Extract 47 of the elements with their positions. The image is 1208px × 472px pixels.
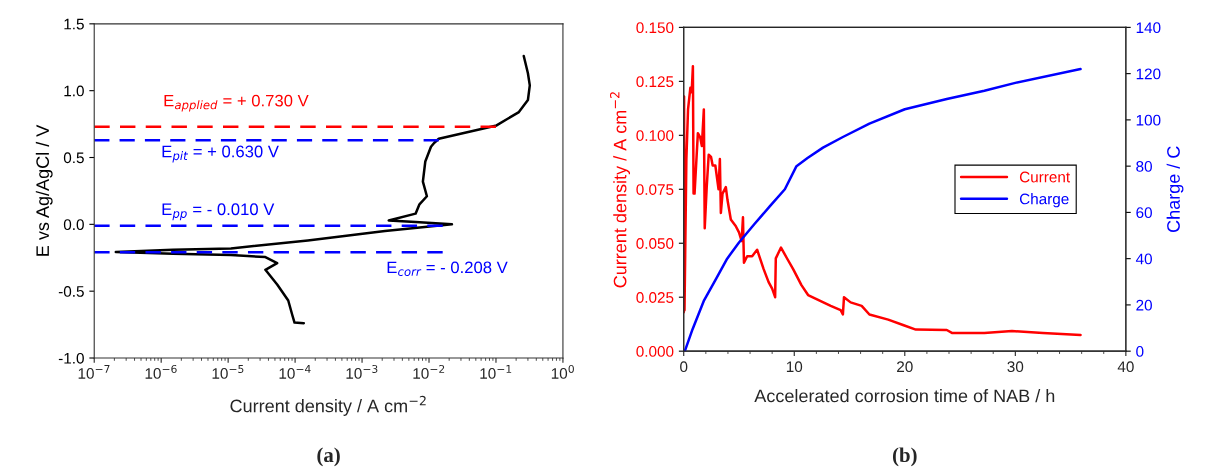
y2-tick-label: 80 xyxy=(1136,161,1152,172)
x-tick-label: 10$^{−6}$ xyxy=(145,364,177,379)
annotation: E$_{pp}$ = - 0.010 V xyxy=(162,203,275,221)
y-tick-label: 1.5 xyxy=(64,18,84,30)
y-tick-label: 0.050 xyxy=(636,238,674,249)
y2-axis-title: Charge / C xyxy=(1166,146,1184,233)
y-axis-title: Current density / A cm$^{−2}$ xyxy=(610,92,631,288)
text: (a) xyxy=(317,447,340,467)
x-tick-label: 10$^{−4}$ xyxy=(279,365,311,379)
y-tick-label: 0.0 xyxy=(63,219,84,231)
y-tick-label: 0.125 xyxy=(636,76,674,88)
x-tick-label: 10$^{−1}$ xyxy=(480,365,512,379)
y2-tick-label: 20 xyxy=(1136,299,1152,311)
y-axis-title: E vs Ag/AgCl / V xyxy=(35,124,53,256)
y-tick-label: 0.075 xyxy=(636,184,674,195)
x-tick-label: 10$^{−2}$ xyxy=(413,364,445,379)
y-tick-label: 0.5 xyxy=(63,152,84,164)
y2-tick-label: 40 xyxy=(1135,253,1152,265)
y2-tick-label: 120 xyxy=(1136,68,1161,80)
x-axis-title: Current density / A cm$^{−2}$ xyxy=(230,395,426,416)
y-tick-label: 0.025 xyxy=(636,292,674,303)
x-tick-label: 10$^{0}$ xyxy=(551,364,574,379)
y2-tick-label: 100 xyxy=(1136,114,1161,126)
x-axis-title: Accelerated corrosion time of NAB / h xyxy=(754,389,1055,403)
x-tick-label: 10$^{−3}$ xyxy=(346,364,378,379)
x-tick-label: 20 xyxy=(897,361,913,373)
y-tick-label: 0.000 xyxy=(636,346,674,357)
annotation: E$_{corr}$ = - 0.208 V xyxy=(387,261,508,276)
y-tick-label: 1.0 xyxy=(64,85,84,97)
annotation: E$_{applied}$ = + 0.730 V xyxy=(164,94,309,112)
x-tick-label: 40 xyxy=(1117,361,1134,373)
x-tick-label: 0 xyxy=(680,361,688,373)
x-tick-label: 10$^{−5}$ xyxy=(212,365,244,379)
x-tick-label: 30 xyxy=(1007,361,1024,373)
legend-label: Charge xyxy=(1019,193,1069,208)
x-tick-label: 10 xyxy=(786,361,803,373)
y2-tick-label: 140 xyxy=(1136,22,1161,34)
legend-label: Current xyxy=(1019,171,1070,183)
annotation: E$_{pit}$ = + 0.630 V xyxy=(162,145,279,163)
text: (b) xyxy=(892,447,917,467)
y-tick-label: 0.100 xyxy=(636,130,674,141)
y-tick-label: 0.150 xyxy=(636,22,674,34)
y2-tick-label: 60 xyxy=(1136,207,1152,219)
x-tick-label: 10$^{−7}$ xyxy=(78,365,110,379)
y2-tick-label: 0 xyxy=(1136,346,1144,357)
y-tick-label: -1.0 xyxy=(58,352,84,364)
y-tick-label: -0.5 xyxy=(58,286,84,297)
